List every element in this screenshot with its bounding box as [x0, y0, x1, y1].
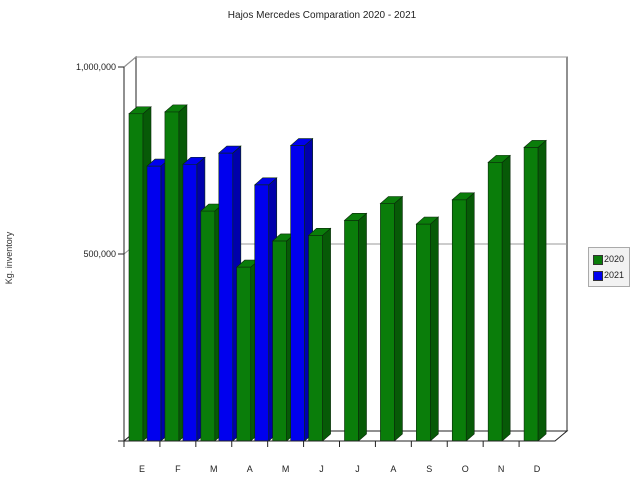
x-tick-label: S — [426, 464, 432, 474]
bar-side — [501, 154, 511, 442]
y-tick-label: 1,000,000 — [76, 62, 116, 72]
bar-side — [430, 216, 439, 442]
bar-top — [451, 192, 476, 201]
bar-side — [537, 139, 547, 442]
bar-side — [322, 227, 331, 442]
x-tick-label: N — [498, 464, 505, 474]
x-tick-label: J — [319, 464, 324, 474]
bar-side — [465, 192, 475, 442]
bar-top — [164, 104, 188, 113]
y-axis-label: Kg. inventory — [4, 231, 14, 284]
x-tick-label: A — [247, 464, 253, 474]
bar-front — [272, 240, 287, 442]
bar-front — [182, 163, 198, 442]
bar-front — [523, 147, 539, 442]
bar-top — [218, 145, 242, 154]
bar-front — [308, 235, 323, 442]
bar-front — [416, 223, 431, 442]
bar-2020-J-5 — [307, 227, 332, 442]
bar-top — [415, 216, 440, 225]
bar-top — [523, 140, 547, 148]
legend-item-2020: 2020 — [593, 253, 629, 265]
legend-swatch-2021 — [593, 271, 603, 281]
bar-front — [254, 184, 270, 442]
bar-front — [451, 199, 467, 442]
bar-top — [182, 156, 206, 165]
bar-2020-N-10 — [487, 154, 511, 442]
legend-label-2021: 2021 — [604, 270, 625, 280]
bar-2020-J-6 — [343, 212, 368, 442]
x-tick-label: M — [282, 464, 290, 474]
bar-front — [487, 162, 503, 442]
bar-front — [218, 152, 234, 442]
bar-2020-O-9 — [451, 192, 476, 442]
x-tick-label: O — [462, 464, 469, 474]
bar-top — [289, 138, 314, 146]
bar-front — [146, 165, 162, 442]
legend-swatch-2020 — [593, 255, 603, 265]
bar-front — [128, 113, 144, 442]
x-tick-label: F — [175, 464, 181, 474]
bar-front — [236, 266, 252, 442]
bar-2020-S-8 — [415, 216, 440, 442]
y-tick-label: 500,000 — [83, 249, 116, 259]
bar-front — [164, 111, 180, 442]
gridline-side — [123, 56, 137, 68]
x-tick-label: M — [210, 464, 218, 474]
x-tick-label: J — [355, 464, 360, 474]
x-tick-label: A — [390, 464, 396, 474]
plot-area: 500,000 1,000,000 E F M A M J J A S O N D — [76, 55, 569, 474]
legend-item-2021: 2021 — [593, 269, 629, 281]
bar-top — [487, 155, 511, 163]
bar-top — [307, 228, 332, 236]
bar-front — [200, 210, 216, 442]
legend: 2020 2021 — [588, 247, 630, 287]
bar-side — [358, 212, 367, 442]
bar-2020-A-7 — [379, 195, 404, 442]
bar-top — [343, 213, 368, 221]
bar-top — [253, 177, 278, 186]
x-tick-label: E — [139, 464, 145, 474]
bar-front — [344, 220, 359, 442]
x-tick-label: D — [534, 464, 541, 474]
bar-front — [380, 203, 395, 442]
bar-top — [128, 106, 152, 115]
bar-side — [394, 195, 403, 442]
bar-2020-D-11 — [523, 139, 547, 442]
legend-label-2020: 2020 — [604, 254, 625, 264]
bar-front — [290, 145, 305, 442]
chart-title: Hajos Mercedes Comparation 2020 - 2021 — [228, 10, 417, 21]
bar-top — [379, 196, 404, 204]
